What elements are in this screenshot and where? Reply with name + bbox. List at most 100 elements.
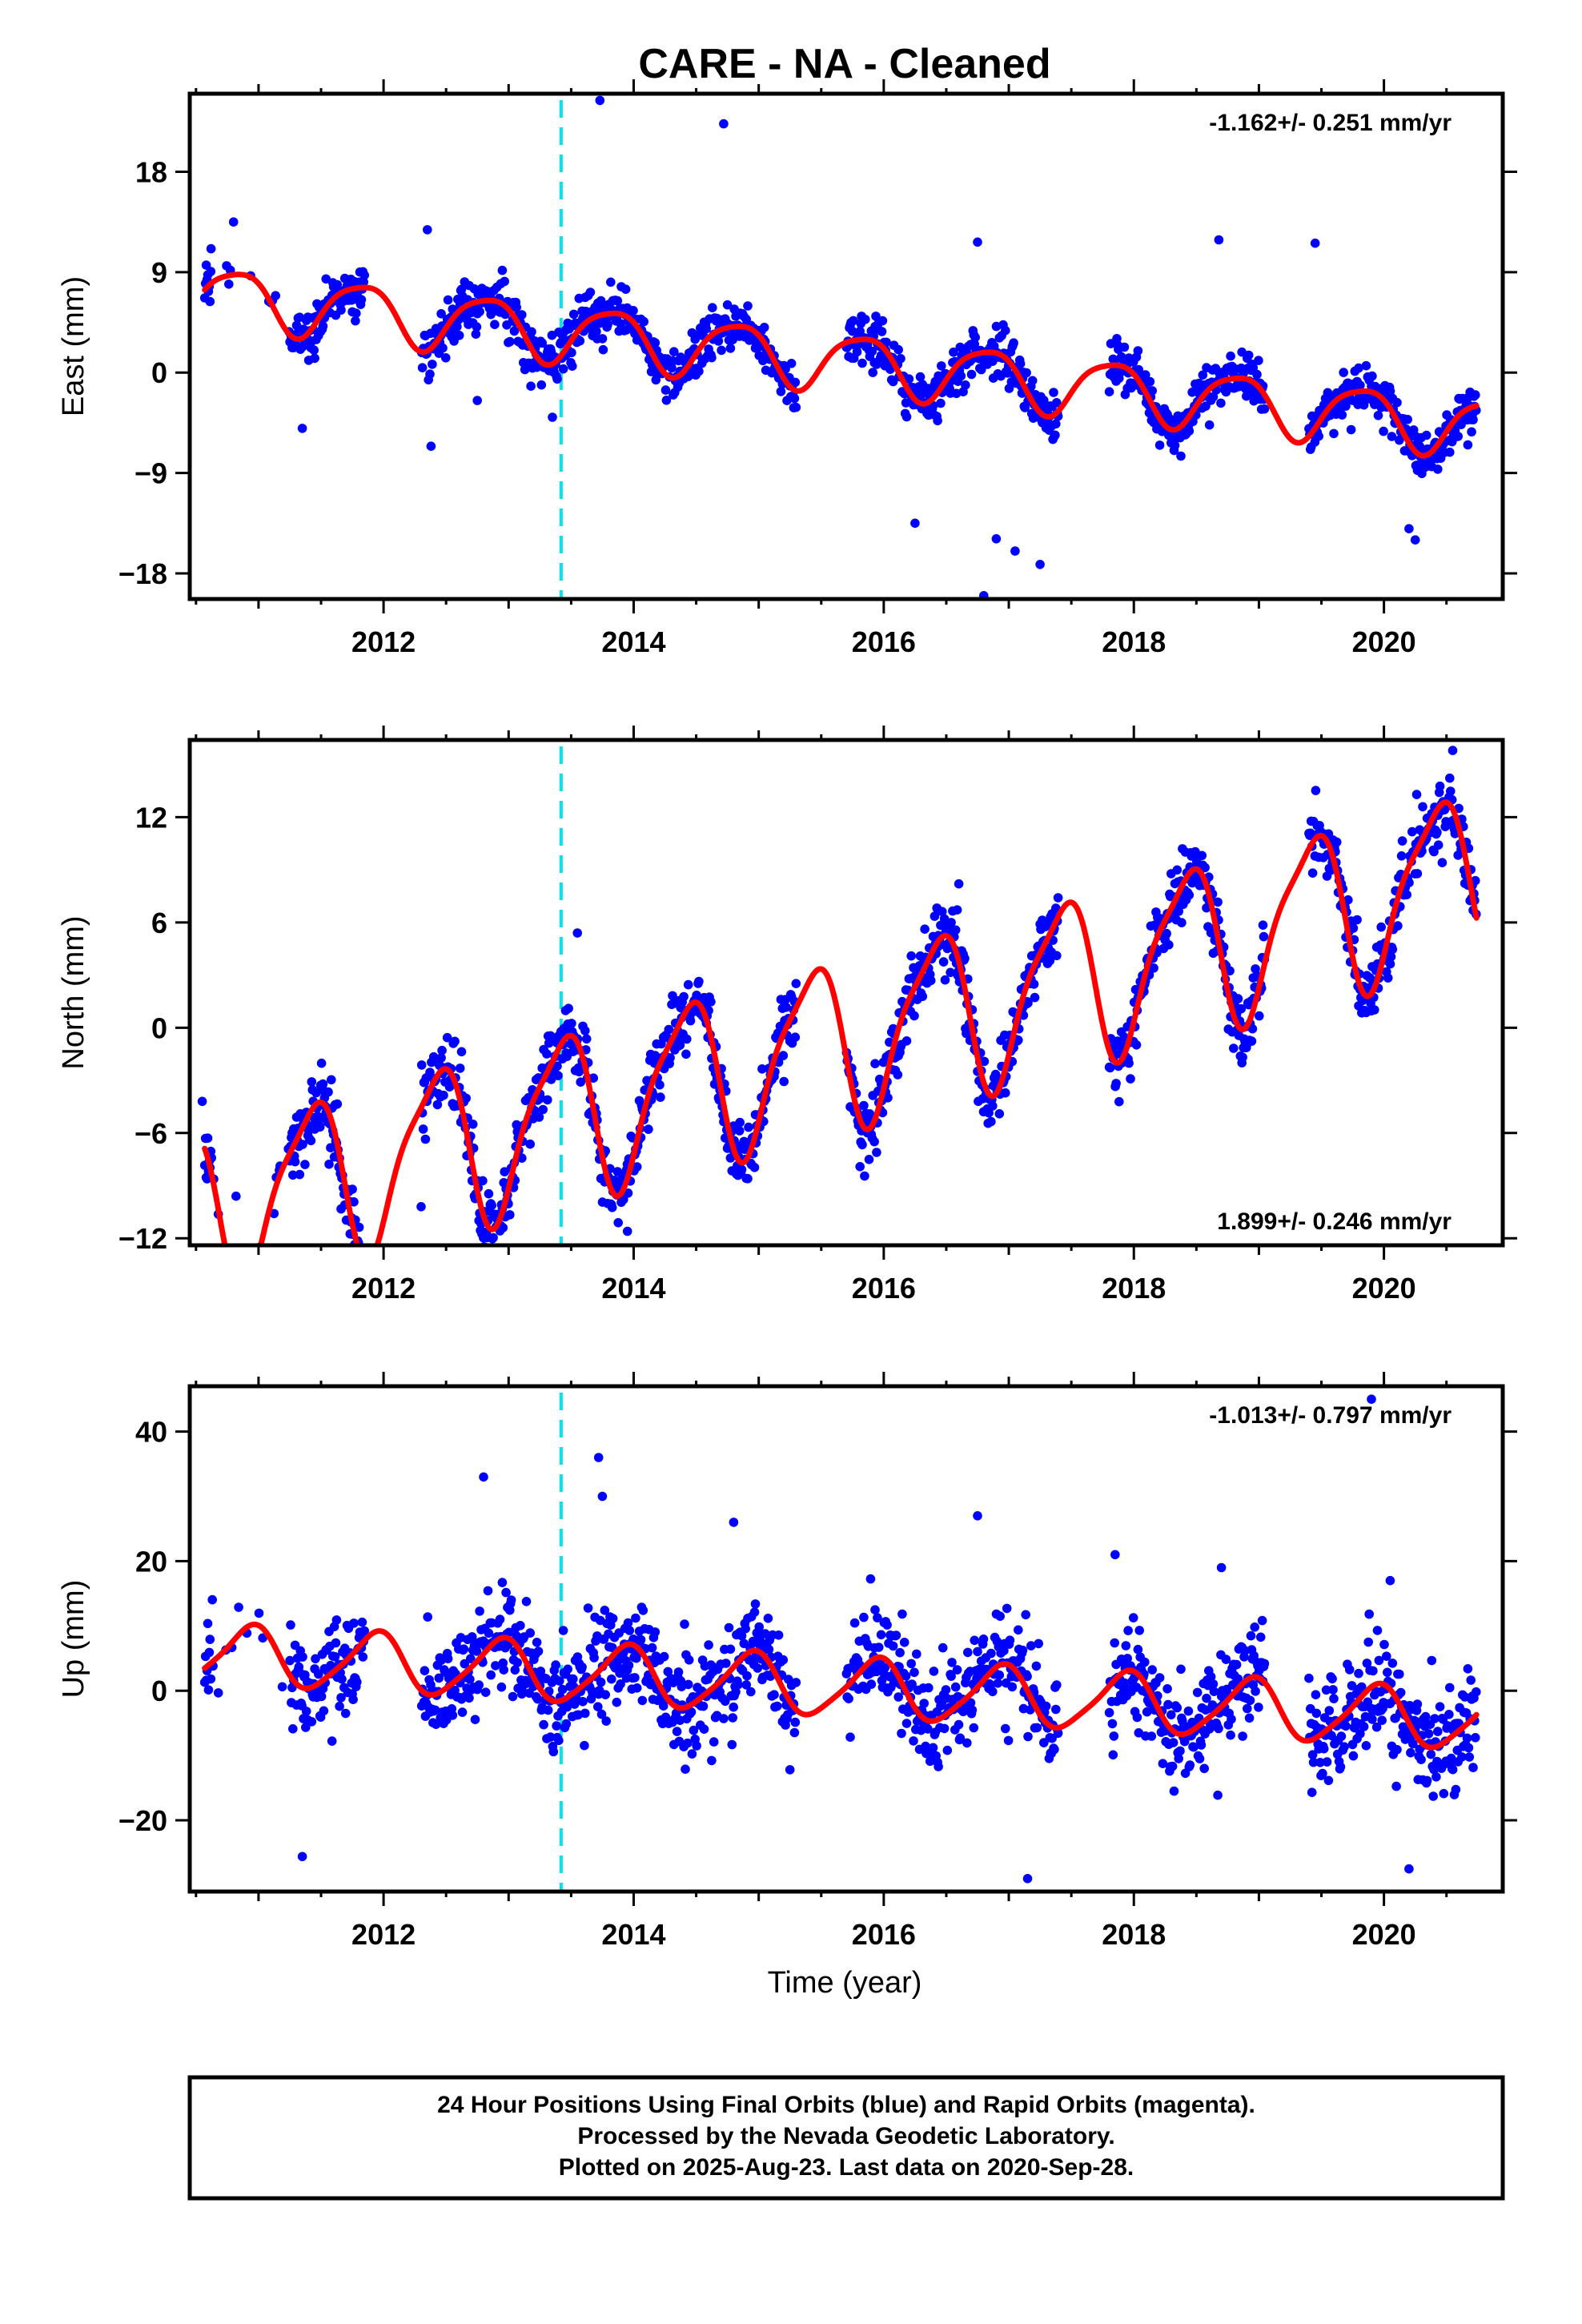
data-point (1053, 1728, 1063, 1739)
data-point (706, 997, 716, 1007)
data-point (1107, 1719, 1118, 1729)
data-point (532, 1638, 542, 1647)
data-point (661, 396, 672, 405)
data-point (1177, 918, 1186, 927)
data-point (1421, 430, 1431, 440)
data-point (1134, 364, 1144, 375)
data-point (682, 1034, 692, 1044)
data-point-outlier (1367, 1394, 1376, 1404)
data-point (288, 1724, 298, 1734)
data-point (1411, 790, 1422, 799)
data-point (1422, 1775, 1432, 1786)
data-point (667, 363, 677, 373)
data-point (870, 1059, 880, 1068)
data-point (994, 1109, 1005, 1119)
data-point (1053, 893, 1063, 903)
data-point (651, 375, 661, 385)
data-point (455, 1063, 465, 1073)
data-point (984, 1108, 994, 1118)
north-plot-area (197, 746, 1481, 1245)
data-point (1391, 1781, 1401, 1791)
data-point (896, 354, 905, 364)
data-point (860, 1171, 869, 1181)
data-point (1105, 1063, 1115, 1073)
data-point (946, 918, 956, 927)
data-point (962, 1738, 972, 1748)
data-point (1433, 1727, 1443, 1736)
data-point (568, 309, 579, 320)
data-point (1457, 1752, 1467, 1762)
data-point (443, 1654, 453, 1663)
data-point (1034, 1638, 1043, 1649)
data-point (897, 1728, 906, 1739)
data-point (952, 1665, 962, 1675)
data-point (1216, 398, 1226, 408)
data-point (309, 345, 319, 356)
data-point (567, 348, 576, 358)
data-point (1307, 1787, 1317, 1797)
data-point (694, 366, 704, 376)
data-point (448, 1711, 458, 1720)
data-point (779, 1076, 789, 1087)
data-point (1468, 415, 1478, 424)
data-point (441, 353, 451, 363)
data-point (1433, 840, 1443, 850)
north-x-tick-label: 2016 (852, 1272, 916, 1305)
data-point (969, 1723, 979, 1733)
data-point (687, 1749, 697, 1759)
data-point (1226, 1730, 1235, 1740)
data-point-outlier (228, 217, 239, 227)
up-y-tick-label: −20 (118, 1804, 167, 1837)
east-y-tick-label: 18 (135, 156, 167, 189)
data-point (950, 925, 961, 935)
data-point (658, 1701, 669, 1711)
data-point (1327, 1731, 1336, 1741)
data-point (203, 1133, 213, 1143)
data-point (940, 975, 950, 985)
data-point (470, 1715, 480, 1724)
data-point (764, 1644, 774, 1655)
data-point (332, 1099, 343, 1109)
data-point (1192, 1687, 1203, 1698)
data-point (512, 302, 521, 312)
data-point (564, 1003, 573, 1013)
data-point (295, 1169, 305, 1180)
data-point (763, 1614, 773, 1623)
data-point (749, 1607, 760, 1617)
data-point (1385, 386, 1395, 396)
data-point (901, 1671, 911, 1681)
data-point (750, 1599, 761, 1609)
data-point (1229, 1043, 1239, 1053)
data-point (336, 305, 346, 315)
data-point (323, 1087, 333, 1097)
data-point-outlier (472, 396, 482, 405)
data-point (790, 1717, 801, 1727)
data-point (1131, 1040, 1142, 1050)
data-point-outlier (729, 1518, 739, 1527)
data-point (1329, 1694, 1339, 1703)
data-point (1339, 1742, 1349, 1751)
footer-line-2: Processed by the Nevada Geodetic Laborat… (577, 2123, 1114, 2149)
x-axis-label: Time (year) (768, 1966, 922, 2000)
data-point (315, 1122, 325, 1132)
data-point (1432, 827, 1442, 838)
data-point (1015, 359, 1026, 368)
chart-title: CARE - NA - Cleaned (638, 41, 1050, 87)
data-point (1412, 869, 1423, 879)
data-point (613, 1218, 623, 1228)
data-point (576, 1077, 585, 1087)
data-point (1197, 850, 1207, 861)
data-point (203, 1618, 213, 1629)
data-point (699, 1724, 709, 1734)
data-point (1324, 1706, 1335, 1715)
data-point (1114, 1096, 1124, 1107)
data-point (1257, 1615, 1267, 1626)
data-point (1341, 1721, 1351, 1731)
data-point (876, 1630, 886, 1640)
data-point (1007, 1682, 1018, 1692)
data-point (418, 1124, 428, 1134)
data-point (1001, 325, 1010, 336)
data-point (1453, 432, 1463, 441)
data-point (555, 1676, 564, 1686)
data-point (1183, 1706, 1194, 1716)
